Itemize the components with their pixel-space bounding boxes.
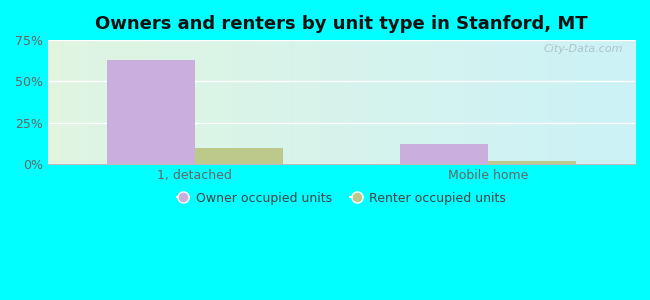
Bar: [194, 148, 283, 164]
Title: Owners and renters by unit type in Stanford, MT: Owners and renters by unit type in Stanf…: [95, 15, 588, 33]
Text: City-Data.com: City-Data.com: [544, 44, 623, 54]
Bar: [488, 161, 577, 164]
Legend: Owner occupied units, Renter occupied units: Owner occupied units, Renter occupied un…: [172, 187, 511, 210]
Bar: [107, 60, 194, 164]
Bar: [400, 144, 488, 164]
